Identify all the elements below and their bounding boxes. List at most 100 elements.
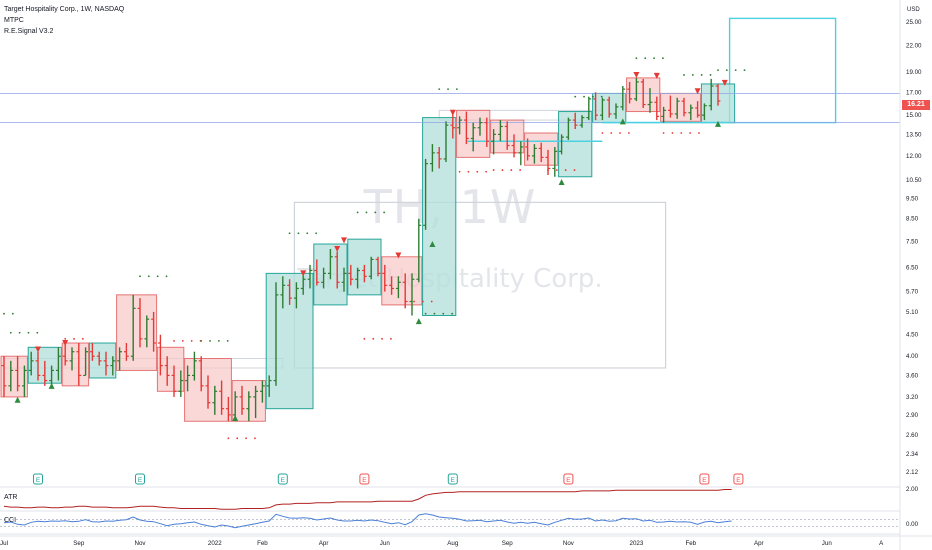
earnings-label: E bbox=[566, 477, 571, 484]
signal-dot bbox=[689, 132, 692, 134]
earnings-label: E bbox=[36, 477, 41, 484]
signal-dot bbox=[467, 170, 470, 173]
earnings-marker bbox=[563, 473, 574, 485]
signal-dot bbox=[413, 300, 415, 303]
signal-dot bbox=[236, 437, 239, 440]
signal-dot bbox=[683, 74, 685, 76]
signal-dot bbox=[438, 88, 441, 91]
sell-signal-triangle bbox=[395, 252, 402, 259]
buy-signal-triangle bbox=[558, 178, 565, 185]
range-box-up bbox=[265, 272, 314, 410]
signal-dot bbox=[165, 275, 168, 278]
sell-signal-triangle bbox=[694, 88, 701, 95]
buy-signal-triangle bbox=[48, 382, 55, 389]
cci-tick-label: 0.00 bbox=[906, 521, 919, 528]
earnings-label: E bbox=[362, 477, 367, 484]
sell-signal-triangle bbox=[35, 346, 41, 353]
y-tick-label: 2.34 bbox=[906, 451, 919, 458]
y-tick-label: 5.70 bbox=[906, 289, 919, 296]
signal-dot bbox=[447, 88, 449, 91]
current-price-tag: 16.21 bbox=[902, 100, 930, 110]
y-tick-label: 2.90 bbox=[906, 412, 919, 419]
buy-signal-triangle bbox=[715, 120, 721, 127]
signal-dot bbox=[227, 437, 230, 440]
y-tick-label: 15.00 bbox=[906, 112, 922, 119]
signal-dot bbox=[662, 132, 665, 134]
x-tick-label: A bbox=[879, 540, 884, 547]
signal-dot bbox=[583, 95, 585, 98]
earnings-label: E bbox=[451, 477, 456, 484]
range-box-down bbox=[61, 342, 90, 387]
earnings-label: E bbox=[702, 477, 707, 484]
y-tick-label: 4.50 bbox=[906, 332, 919, 339]
signal-dot bbox=[18, 331, 21, 334]
buy-signal-triangle bbox=[232, 415, 239, 422]
y-tick-label: 19.00 bbox=[906, 69, 922, 76]
y-tick-label: 7.50 bbox=[906, 239, 919, 246]
signal-dot bbox=[372, 337, 375, 340]
signal-dot bbox=[600, 95, 603, 98]
legend-title: Target Hospitality Corp., 1W, NASDAQ bbox=[4, 6, 125, 13]
earnings-label: E bbox=[736, 477, 741, 484]
x-tick-label: Feb bbox=[685, 540, 696, 547]
signal-dot bbox=[173, 340, 175, 342]
signal-dot bbox=[424, 312, 427, 315]
range-box-down bbox=[660, 92, 702, 122]
buy-signal-triangle bbox=[14, 396, 21, 403]
signal-dot bbox=[11, 312, 14, 315]
signal-dot bbox=[245, 437, 247, 440]
range-box-down bbox=[381, 256, 423, 306]
signal-dot bbox=[476, 170, 479, 173]
signal-dot bbox=[73, 337, 75, 340]
earnings-marker bbox=[359, 473, 370, 485]
legend: Target Hospitality Corp., 1W, NASDAQ MTP… bbox=[4, 4, 124, 37]
y-tick-label: 12.00 bbox=[906, 153, 922, 160]
signal-dot bbox=[404, 300, 407, 303]
signal-dot bbox=[485, 170, 488, 173]
sell-signal-triangle bbox=[449, 109, 456, 116]
range-box-down bbox=[0, 355, 28, 398]
x-tick-label: Sep bbox=[73, 540, 85, 547]
signal-dot bbox=[671, 132, 674, 134]
sell-signal-triangle bbox=[653, 72, 660, 79]
signal-dot bbox=[591, 95, 594, 98]
earnings-marker bbox=[277, 473, 288, 485]
signal-dot bbox=[315, 232, 318, 235]
earnings-marker bbox=[33, 473, 43, 485]
signal-dot bbox=[573, 169, 576, 171]
signal-dot bbox=[519, 169, 522, 171]
signal-dot bbox=[433, 312, 436, 315]
x-tick-label: 2023 bbox=[630, 540, 644, 547]
y-tick-label: 3.20 bbox=[906, 394, 919, 401]
legend-indicator-mtpc: MTPC bbox=[4, 17, 24, 24]
y-tick-label: 8.50 bbox=[906, 216, 919, 223]
signal-dot bbox=[619, 132, 621, 134]
signal-dot bbox=[725, 69, 728, 72]
signal-dot bbox=[610, 132, 613, 134]
signal-dot bbox=[288, 232, 291, 235]
x-tick-label: Jul bbox=[0, 540, 8, 547]
signal-dot bbox=[64, 337, 67, 340]
signal-dot bbox=[510, 169, 513, 171]
signal-dot bbox=[139, 275, 141, 278]
signal-dot bbox=[628, 132, 630, 134]
signal-dot bbox=[226, 340, 229, 342]
drawn-rectangle-cyan bbox=[728, 17, 837, 124]
signal-dot bbox=[430, 300, 433, 303]
signal-dot bbox=[36, 331, 39, 334]
y-tick-label: 25.00 bbox=[906, 19, 922, 26]
signal-dot bbox=[564, 169, 567, 171]
signal-dot bbox=[147, 275, 150, 278]
x-tick-label: Apr bbox=[754, 540, 764, 547]
atr-pane-label: ATR bbox=[4, 494, 18, 501]
signal-dot bbox=[217, 340, 220, 342]
atr-line bbox=[3, 489, 732, 510]
signal-dot bbox=[254, 437, 256, 440]
x-tick-label: Jun bbox=[822, 540, 833, 547]
sell-signal-triangle bbox=[62, 340, 69, 347]
signal-dot bbox=[501, 169, 504, 171]
x-tick-label: Apr bbox=[319, 540, 329, 547]
range-box-up bbox=[88, 342, 117, 379]
